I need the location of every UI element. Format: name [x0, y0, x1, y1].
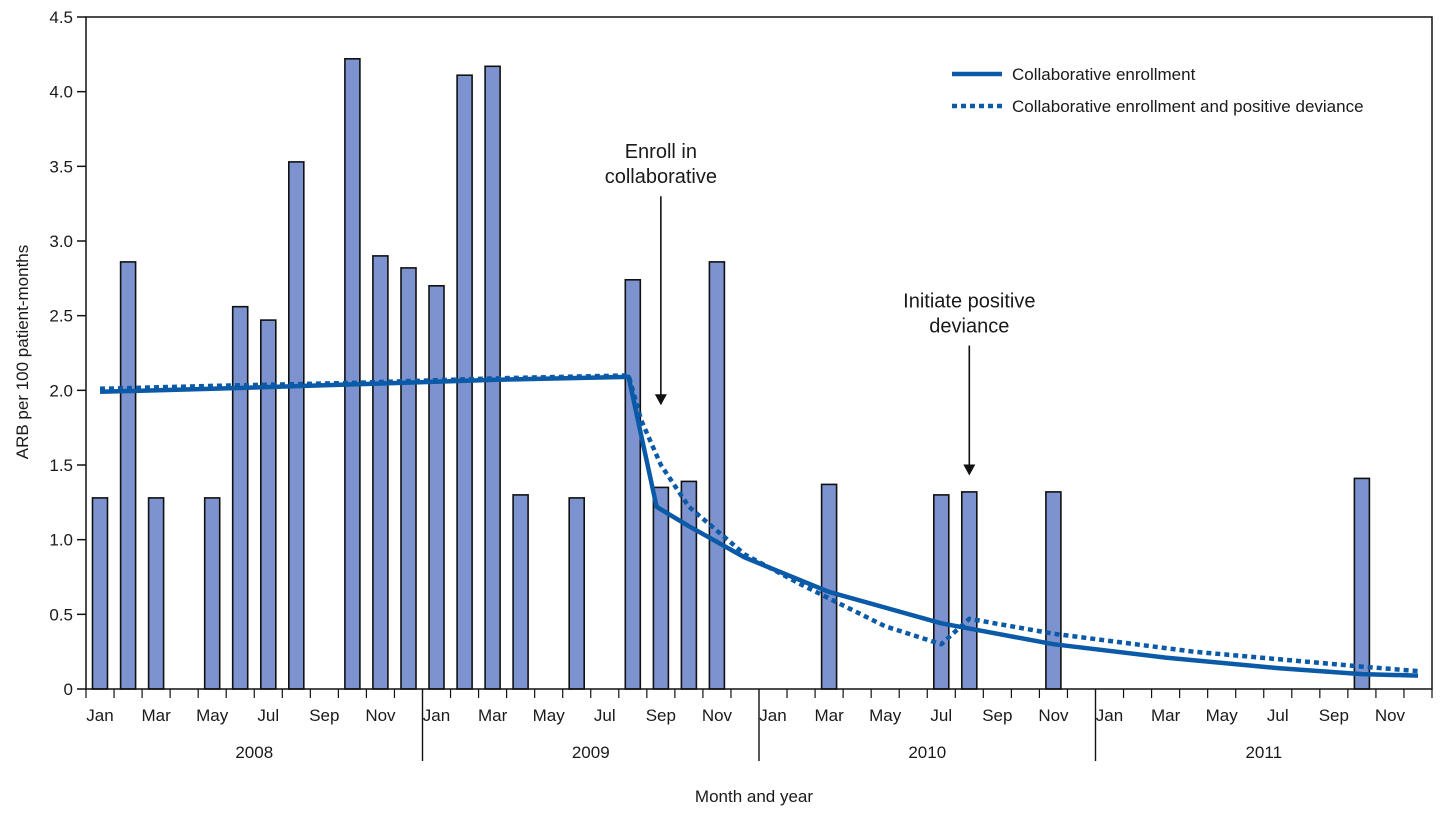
x-tick-label: Jan [759, 706, 786, 725]
x-tick-label: Jan [1096, 706, 1123, 725]
legend-label: Collaborative enrollment [1012, 65, 1196, 84]
x-tick-label: Mar [478, 706, 508, 725]
y-tick-label: 4.0 [49, 83, 73, 102]
x-tick-label: Jan [423, 706, 450, 725]
annotation-layer: Enroll in collaborative Initiate positive d… [605, 141, 1035, 476]
bar-month-12 [400, 267, 417, 690]
x-tick-label: Jul [257, 706, 279, 725]
bar-month-16 [512, 494, 529, 690]
bars-layer [91, 57, 1371, 690]
x-tick-label: May [196, 706, 229, 725]
bar-month-6 [231, 305, 249, 690]
y-tick-label: 0.5 [49, 605, 73, 624]
annotation-arrowhead [654, 394, 667, 406]
x-axis-label: Month and year [695, 787, 813, 806]
bar-month-18 [568, 497, 586, 690]
bar-month-11 [372, 255, 389, 690]
plot-frame [85, 16, 1433, 690]
bar-month-1 [91, 497, 109, 690]
axes-layer: 0 0.5 1.0 1.5 2.0 2.5 3.0 3.5 4.0 4.5 Jan Mar May Jul… [49, 8, 1433, 762]
bar-month-31 [932, 494, 950, 690]
x-tick-label: Jan [86, 706, 113, 725]
series-line-collaborative-positive-deviance [99, 373, 1419, 674]
y-tick-label: 1.5 [49, 456, 73, 475]
x-tick-label: Jul [930, 706, 952, 725]
x-tick-label: May [869, 706, 902, 725]
y-tick-label: 3.0 [49, 232, 73, 251]
annotation-arrowhead [963, 464, 976, 476]
x-tick-label: Sep [646, 706, 676, 725]
y-axis-label: ARB per 100 patient-months [13, 245, 32, 460]
bar-month-22 [680, 480, 698, 690]
y-tick-label: 0 [64, 680, 73, 699]
bar-month-13 [428, 284, 445, 690]
x-tick-label: Sep [982, 706, 1012, 725]
year-label: 2010 [908, 743, 946, 762]
x-tick-label: May [1206, 706, 1239, 725]
bar-month-2 [119, 261, 137, 690]
y-tick-label: 4.5 [49, 8, 73, 27]
annotation-text: Enroll in [625, 141, 697, 163]
x-tick-label: Mar [1151, 706, 1181, 725]
y-tick-label: 1.0 [49, 531, 73, 550]
bar-month-35 [1045, 491, 1062, 690]
legend-label: Collaborative enrollment and positive de… [1012, 97, 1364, 116]
x-tick-label: Sep [309, 706, 339, 725]
y-tick-label: 3.5 [49, 157, 73, 176]
x-tick-label: Nov [365, 706, 396, 725]
x-tick-label: Mar [814, 706, 844, 725]
annotation-text: deviance [929, 316, 1009, 338]
bar-month-21 [652, 486, 670, 690]
lines-layer [99, 373, 1419, 678]
annotation-text: Initiate positive [903, 291, 1035, 313]
legend: Collaborative enrollment Collaborative en… [952, 65, 1364, 116]
x-tick-label: Jul [1267, 706, 1289, 725]
x-tick-label: Nov [1038, 706, 1069, 725]
bar-month-20 [624, 278, 642, 690]
bar-month-8 [287, 161, 305, 690]
x-tick-label: Sep [1319, 706, 1349, 725]
bar-month-23 [708, 261, 726, 690]
bar-month-7 [259, 319, 277, 690]
x-tick-label: May [533, 706, 566, 725]
x-tick-label: Jul [594, 706, 616, 725]
y-tick-label: 2.0 [49, 381, 73, 400]
bar-month-27 [820, 483, 838, 690]
x-tick-label: Nov [702, 706, 733, 725]
year-label: 2011 [1245, 743, 1282, 762]
y-tick-label: 2.5 [49, 307, 73, 326]
bar-month-10 [344, 57, 361, 690]
bar-month-32 [960, 491, 978, 690]
year-label: 2008 [235, 743, 273, 762]
bar-month-46 [1353, 477, 1371, 690]
x-tick-label: Nov [1375, 706, 1406, 725]
x-tick-label: Mar [141, 706, 171, 725]
year-label: 2009 [572, 743, 610, 762]
annotation-text: collaborative [605, 166, 717, 188]
bar-month-3 [147, 497, 165, 690]
bar-month-5 [203, 497, 221, 690]
